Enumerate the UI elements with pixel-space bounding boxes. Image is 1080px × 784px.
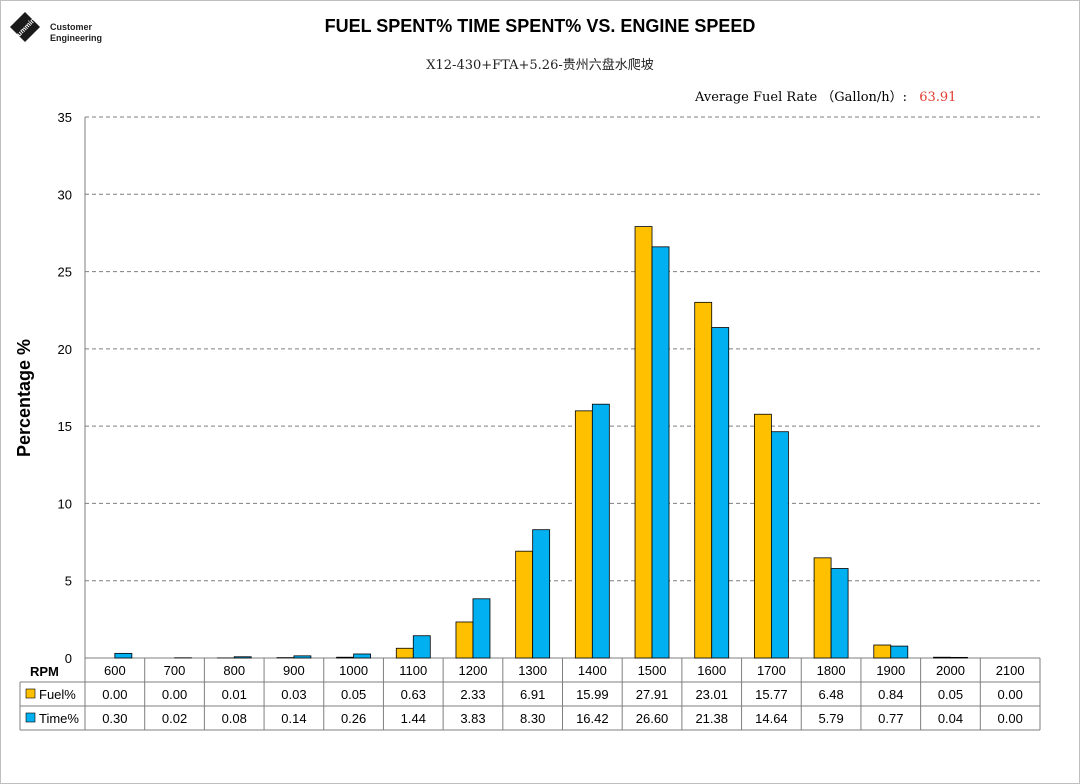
logo-text: Customer Engineering <box>50 22 102 44</box>
data-label: 0.02 <box>162 711 187 726</box>
bar-fuel <box>933 656 951 659</box>
data-label: 0.05 <box>341 687 366 702</box>
data-label: 2.33 <box>460 687 485 702</box>
bar-time <box>771 431 789 659</box>
bar-time <box>591 403 610 659</box>
y-tick-label: 20 <box>58 342 72 357</box>
data-label: 0.03 <box>281 687 306 702</box>
data-label: 3.83 <box>460 711 485 726</box>
bar-fuel <box>336 656 354 659</box>
data-label: 15.77 <box>755 687 788 702</box>
chart-title: FUEL SPENT% TIME SPENT% VS. ENGINE SPEED <box>324 16 756 36</box>
bar-time <box>233 656 252 659</box>
logo-line2: Engineering <box>50 33 103 43</box>
data-label: 0.04 <box>938 711 963 726</box>
bar-time <box>532 529 551 659</box>
data-label: 27.91 <box>636 687 669 702</box>
bar-fuel <box>574 410 593 659</box>
bar-time <box>353 653 371 659</box>
data-label: 0.84 <box>878 687 903 702</box>
bar-time <box>472 598 491 659</box>
y-tick-label: 0 <box>65 651 72 666</box>
data-label: 23.01 <box>695 687 728 702</box>
chart-subtitle: X12-430+FTA+5.26-贵州六盘水爬坡 <box>426 58 654 73</box>
legend-swatch-fuel <box>25 688 36 699</box>
x-tick-label: 2100 <box>996 663 1025 678</box>
bar-fuel <box>455 621 474 659</box>
legend-label: Fuel% <box>39 687 76 702</box>
data-label: 6.91 <box>520 687 545 702</box>
x-tick-label: 600 <box>104 663 126 678</box>
x-tick-label: 1500 <box>638 663 667 678</box>
x-tick-label: 800 <box>223 663 245 678</box>
y-tick-label: 10 <box>58 496 72 511</box>
data-label: 0.05 <box>938 687 963 702</box>
data-label: 16.42 <box>576 711 609 726</box>
data-label: 0.00 <box>102 687 127 702</box>
bar-time <box>114 652 133 659</box>
legend-label: Time% <box>39 711 79 726</box>
logo-line1: Customer <box>50 22 93 32</box>
bar-fuel <box>395 647 414 659</box>
x-tick-label: 700 <box>164 663 186 678</box>
x-tick-label: 1400 <box>578 663 607 678</box>
y-tick-label: 5 <box>65 574 72 589</box>
x-tick-label: 1200 <box>459 663 488 678</box>
x-tick-label: 1000 <box>339 663 368 678</box>
y-tick-label: 15 <box>58 419 72 434</box>
data-label: 15.99 <box>576 687 609 702</box>
data-label: 0.26 <box>341 711 366 726</box>
company-logo: Cummins Customer Engineering <box>8 10 108 44</box>
x-tick-label: 1300 <box>518 663 547 678</box>
bar-time <box>830 568 849 659</box>
bar-fuel <box>873 644 892 659</box>
data-label: 0.63 <box>401 687 426 702</box>
average-fuel-rate-label: Average Fuel Rate （Gallon/h）: <box>695 90 908 105</box>
data-label: 5.79 <box>818 711 843 726</box>
x-tick-label: 900 <box>283 663 305 678</box>
bar-time <box>890 645 909 659</box>
bar-time <box>293 655 312 659</box>
y-tick-label: 25 <box>58 265 72 280</box>
data-label: 14.64 <box>755 711 788 726</box>
bar-fuel <box>634 226 653 659</box>
y-tick-label: 30 <box>58 187 72 202</box>
data-label: 1.44 <box>401 711 426 726</box>
legend-swatch-time <box>25 712 36 723</box>
x-tick-label: 1600 <box>697 663 726 678</box>
bar-time <box>412 635 431 659</box>
x-tick-label: 1700 <box>757 663 786 678</box>
bar-fuel <box>515 550 534 659</box>
data-label: 0.00 <box>162 687 187 702</box>
x-tick-label: 1900 <box>876 663 905 678</box>
x-tick-label: 1800 <box>817 663 846 678</box>
bar-time <box>651 246 670 659</box>
data-label: 0.30 <box>102 711 127 726</box>
bar-time <box>950 656 968 659</box>
data-label: 0.00 <box>998 687 1023 702</box>
data-label: 26.60 <box>636 711 669 726</box>
data-label: 8.30 <box>520 711 545 726</box>
data-label: 6.48 <box>818 687 843 702</box>
x-tick-label: 2000 <box>936 663 965 678</box>
data-label: 0.00 <box>998 711 1023 726</box>
y-tick-label: 35 <box>58 110 72 125</box>
data-label: 0.14 <box>281 711 306 726</box>
average-fuel-rate-value: 63.91 <box>919 90 957 105</box>
bar-fuel <box>813 557 832 659</box>
bar-time <box>711 327 730 659</box>
cummins-logo-icon: Cummins <box>10 12 40 42</box>
x-axis-label: RPM <box>30 664 59 679</box>
data-label: 0.08 <box>222 711 247 726</box>
average-fuel-rate: Average Fuel Rate （Gallon/h）: 63.91 <box>695 86 956 105</box>
data-label: 0.77 <box>878 711 903 726</box>
bar-fuel <box>754 413 772 659</box>
bar-fuel <box>694 301 713 659</box>
data-label: 0.01 <box>222 687 247 702</box>
data-label: 21.38 <box>695 711 728 726</box>
x-tick-label: 1100 <box>399 663 427 678</box>
